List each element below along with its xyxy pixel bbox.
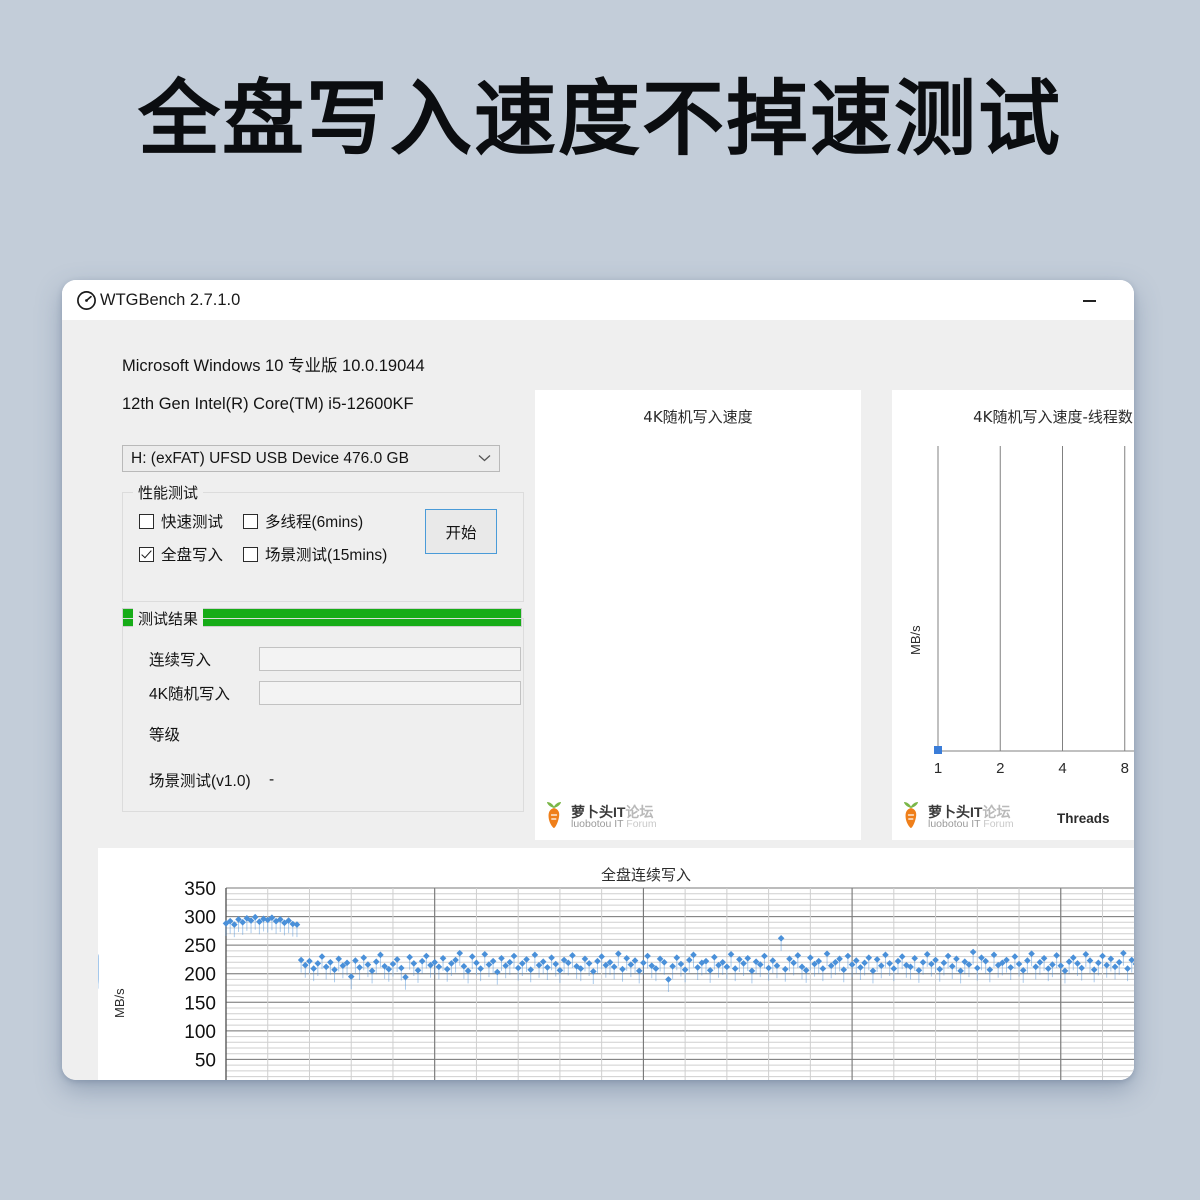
watermark-cn-light: 论坛 [625, 803, 654, 820]
chart-card-threads: 4K随机写入速度-线程数 1 2 4 8 16 MB/s Threads 萝卜头IT论坛… [892, 390, 1134, 840]
control-pane: Microsoft Windows 10 专业版 10.0.19044 12th… [98, 342, 532, 830]
gauge-icon [76, 290, 97, 311]
svg-text:50: 50 [195, 1050, 216, 1071]
checkbox-quick-test[interactable]: 快速测试 [139, 510, 223, 532]
chart-plot-threads: 1 2 4 8 16 [934, 446, 1134, 777]
svg-text:1: 1 [934, 760, 942, 777]
svg-text:8: 8 [1121, 760, 1129, 777]
watermark-en-dark: luobotou IT [928, 818, 981, 831]
watermark-en-light: Forum [983, 818, 1014, 831]
start-button[interactable]: 开始 [425, 509, 497, 554]
watermark-en-light: Forum [626, 818, 657, 831]
page-title: 全盘写入速度不掉速测试 [137, 74, 1062, 165]
checkbox-box [243, 513, 258, 529]
result-row-sequential-write: 连续写入 [149, 647, 521, 671]
chart-xlabel-threads: Threads [1057, 811, 1110, 826]
result-value-scenario-test: - [269, 771, 275, 788]
checkbox-label: 全盘写入 [161, 547, 224, 564]
progress-bar-fill [123, 609, 521, 626]
result-label: 场景测试(v1.0) [149, 773, 251, 790]
cpu-info-line: 12th Gen Intel(R) Core(TM) i5-12600KF [122, 395, 414, 413]
window-titlebar: WTGBench 2.7.1.0 [62, 280, 1134, 320]
test-results-group-label: 测试结果 [133, 608, 204, 629]
svg-text:300: 300 [184, 908, 216, 929]
chart-card-full-disk-write: 全盘连续写入 0 50 100 150 200 250 300 350 0 100 200 300 40… [98, 848, 1134, 1080]
svg-text:200: 200 [184, 965, 216, 986]
chart-title-full-disk-write: 全盘连续写入 [600, 866, 691, 884]
svg-text:0: 0 [205, 1079, 216, 1080]
checkbox-label: 场景测试(15mins) [265, 547, 388, 564]
page-banner: 全盘写入速度不掉速测试 [0, 0, 1200, 240]
wtgbench-window: WTGBench 2.7.1.0 Microsoft Windows 10 专业… [62, 280, 1134, 1080]
performance-test-group-label: 性能测试 [133, 482, 204, 503]
result-label: 连续写入 [149, 652, 212, 669]
svg-text:250: 250 [184, 936, 216, 957]
checkbox-label: 多线程(6mins) [265, 514, 364, 531]
svg-text:4: 4 [1058, 760, 1066, 777]
chart-title-4k-random-write: 4K随机写入速度 [643, 408, 753, 426]
chart-title-threads: 4K随机写入速度-线程数 [973, 408, 1133, 426]
checkbox-scenario-test[interactable]: 场景测试(15mins) [243, 543, 387, 565]
carrot-icon [543, 801, 565, 834]
watermark-luobotou: 萝卜头IT论坛 luobotou IT Forum [543, 801, 657, 834]
watermark-luobotou: 萝卜头IT论坛 luobotou IT Forum [900, 801, 1014, 834]
chart-ylabel-threads: MB/s [908, 625, 923, 655]
checkbox-label: 快速测试 [161, 514, 224, 531]
watermark-cn-light: 论坛 [982, 803, 1011, 820]
chevron-down-icon [478, 453, 491, 465]
watermark-cn-dark: 萝卜头IT [571, 803, 626, 820]
progress-bar [122, 608, 522, 627]
checkbox-full-disk-write[interactable]: 全盘写入 [139, 543, 223, 565]
drive-select[interactable]: H: (exFAT) UFSD USB Device 476.0 GB [122, 445, 500, 472]
result-row-grade: 等级 [149, 723, 269, 745]
carrot-icon [900, 801, 922, 834]
window-client-area: Microsoft Windows 10 专业版 10.0.19044 12th… [62, 320, 1134, 1080]
minimize-icon [1082, 300, 1096, 302]
result-label: 等级 [149, 727, 181, 744]
minimize-button[interactable] [1072, 290, 1106, 312]
chart-ylabel-full-disk-write: MB/s [112, 988, 127, 1018]
test-results-group: 测试结果 连续写入 4K随机写入 等级 场景测试(v1.0) - [122, 608, 524, 812]
svg-text:350: 350 [184, 880, 216, 900]
window-title: WTGBench 2.7.1.0 [100, 290, 241, 309]
chart-card-4k-random-write: 4K随机写入速度 萝卜头IT论坛 luobotou IT Forum [535, 390, 861, 840]
svg-text:150: 150 [184, 993, 216, 1014]
checkbox-box [243, 546, 258, 562]
os-info-line: Microsoft Windows 10 专业版 10.0.19044 [122, 357, 425, 375]
chart-plot-4k-random-write [535, 430, 861, 820]
svg-text:100: 100 [184, 1022, 216, 1043]
result-row-scenario-test: 场景测试(v1.0) - [149, 769, 274, 791]
result-input-sequential-write[interactable] [259, 647, 521, 671]
checkbox-box [139, 513, 154, 529]
svg-text:2: 2 [996, 760, 1004, 777]
watermark-cn-dark: 萝卜头IT [928, 803, 983, 820]
performance-test-group: 性能测试 快速测试 多线程(6mins) 全盘写入 场景测试(15mins) [122, 482, 524, 602]
checkbox-multithread[interactable]: 多线程(6mins) [243, 510, 363, 532]
result-input-4k-random-write[interactable] [259, 681, 521, 705]
drive-select-value: H: (exFAT) UFSD USB Device 476.0 GB [131, 449, 409, 467]
result-label: 4K随机写入 [149, 686, 230, 703]
checkbox-box-checked [139, 546, 154, 562]
watermark-en-dark: luobotou IT [571, 818, 624, 831]
result-row-4k-random-write: 4K随机写入 [149, 681, 521, 705]
